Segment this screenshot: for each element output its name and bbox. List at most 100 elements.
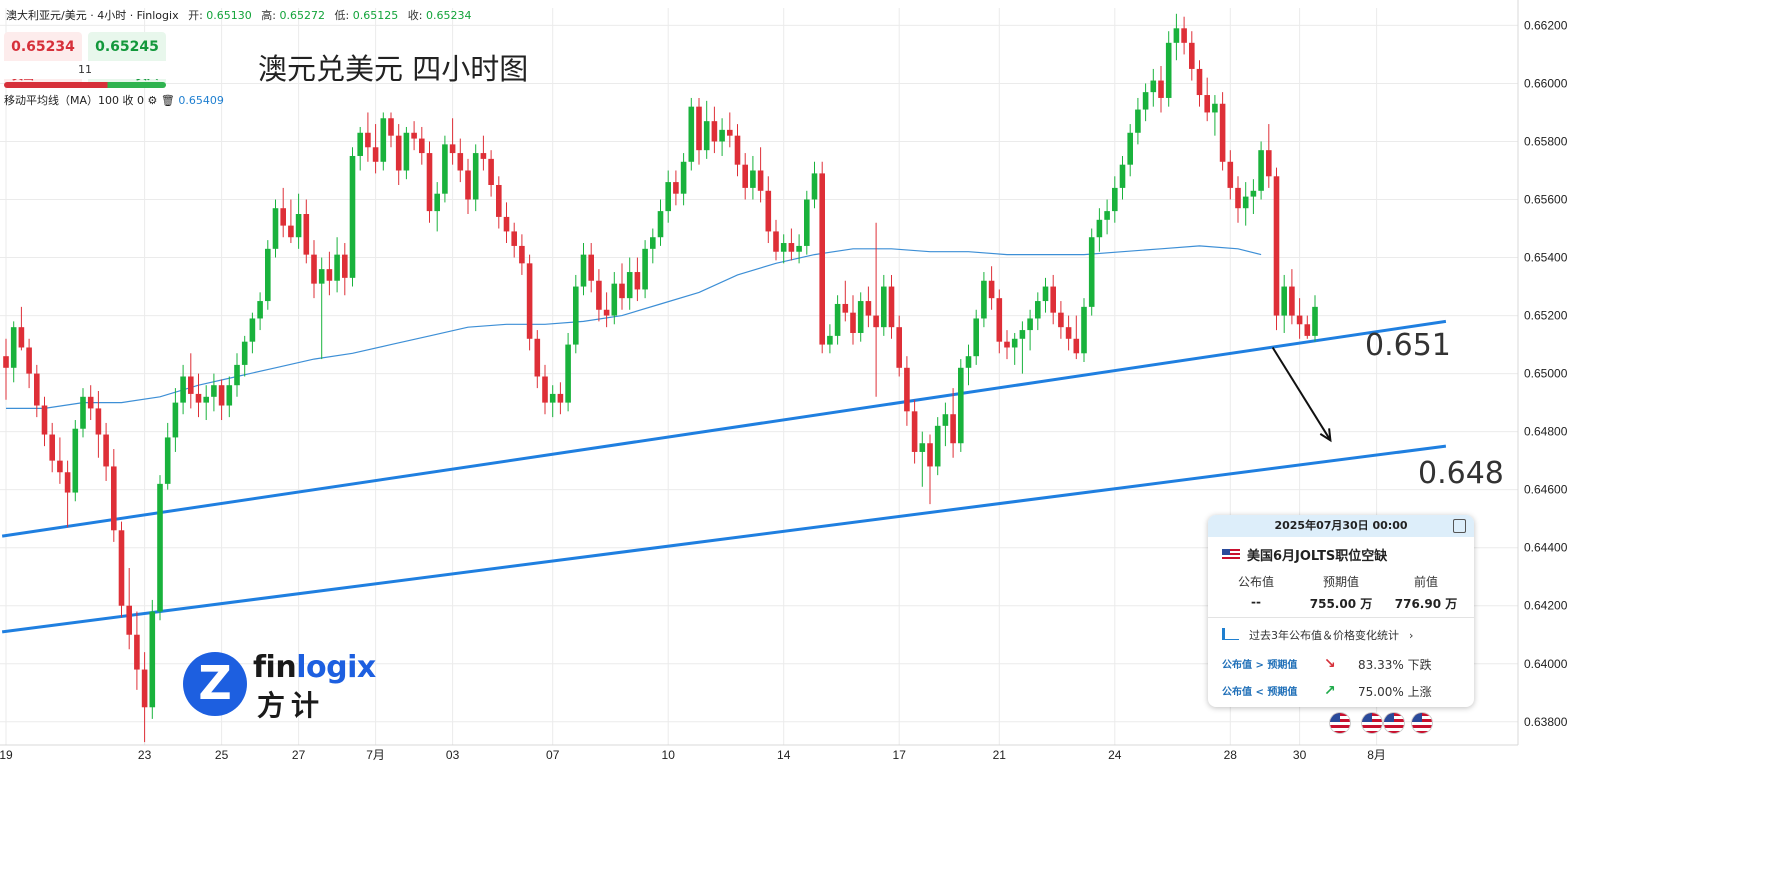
finlogix-logo: Z finlogix 方计 <box>183 650 403 722</box>
candle <box>1204 77 1210 122</box>
candle <box>57 437 63 484</box>
delete-icon[interactable]: 🗑 <box>160 94 179 107</box>
candle-body <box>526 263 533 339</box>
candle-body <box>349 155 356 278</box>
candle-body <box>1142 92 1149 110</box>
candle-body <box>965 356 972 368</box>
high-value: 0.65272 <box>279 9 326 22</box>
candle <box>380 112 387 171</box>
candle <box>511 222 517 258</box>
candle <box>588 243 594 293</box>
candle <box>596 269 602 322</box>
candle <box>311 240 317 299</box>
candle-body <box>10 327 17 368</box>
candle <box>164 422 171 490</box>
us-flag-icon[interactable] <box>1362 713 1382 733</box>
candle <box>365 112 371 162</box>
candle-body <box>842 303 849 313</box>
candle-body <box>1158 80 1164 98</box>
candle-body <box>750 170 756 188</box>
candle <box>703 100 710 159</box>
stats-link[interactable]: 过去3年公布值＆价格变化统计 › <box>1222 627 1413 643</box>
candle-body <box>927 443 933 467</box>
y-tick-label: 0.64600 <box>1524 483 1568 497</box>
symbol-label: 澳大利亚元/美元 · 4小时 · Finlogix <box>6 9 179 22</box>
us-flag-icon[interactable] <box>1384 713 1404 733</box>
divider <box>1208 617 1474 618</box>
candle <box>295 193 302 249</box>
candle <box>557 382 564 415</box>
candle <box>126 568 132 650</box>
economic-event-card[interactable]: 2025年07月30日 00:00 美国6月JOLTS职位空缺 公布值 预期值 … <box>1208 515 1474 707</box>
candle-body <box>95 408 102 435</box>
candle-body <box>1296 315 1303 325</box>
candle <box>172 388 179 452</box>
candle-body <box>680 161 687 194</box>
candle <box>549 385 556 418</box>
candle-body <box>180 376 186 403</box>
candle-body <box>573 286 579 345</box>
candle-body <box>149 611 156 708</box>
candle <box>688 97 695 171</box>
candle <box>950 388 956 458</box>
candle <box>480 135 487 171</box>
candle <box>95 391 102 458</box>
candle-body <box>1242 196 1249 209</box>
candle-body <box>241 341 248 365</box>
candle <box>195 373 202 418</box>
us-flag-icon[interactable] <box>1330 713 1350 733</box>
candle <box>1150 68 1157 107</box>
candle <box>1119 155 1126 200</box>
event-flags <box>1330 713 1434 737</box>
candle <box>1304 315 1311 339</box>
ma-line <box>6 245 1262 409</box>
candle <box>1258 141 1264 200</box>
candle-body <box>819 173 825 345</box>
lower-level-label: 0.648 <box>1418 456 1504 491</box>
candle-body <box>1281 286 1287 316</box>
candle-body <box>288 225 294 238</box>
candle-body <box>765 190 772 232</box>
candle-body <box>472 153 479 200</box>
settings-icon[interactable]: ⚙ <box>147 94 161 107</box>
candle <box>919 431 926 487</box>
candle-body <box>673 182 679 194</box>
actual-value: -- <box>1251 595 1261 609</box>
us-flag-icon[interactable] <box>1412 713 1432 733</box>
spread-value: 11 <box>4 61 166 79</box>
y-tick-label: 0.65800 <box>1524 134 1568 148</box>
candle <box>1019 321 1026 374</box>
candle-body <box>773 231 779 252</box>
candle <box>72 420 79 502</box>
x-axis: 19 23 25 27 7月 03 07 10 14 17 21 24 28 30 8月 <box>0 744 1518 762</box>
candle <box>657 199 664 246</box>
candle <box>1027 309 1033 351</box>
candle <box>580 243 587 296</box>
candle <box>218 379 225 421</box>
candle <box>773 219 779 261</box>
candle-body <box>1027 318 1033 331</box>
candle-body <box>904 367 910 412</box>
candle <box>996 289 1003 354</box>
candle-body <box>1266 150 1272 177</box>
y-tick-label: 0.64200 <box>1524 599 1568 613</box>
candle <box>41 396 48 447</box>
candle <box>673 170 679 206</box>
candle-body <box>734 135 741 165</box>
candle-body <box>34 373 40 406</box>
previous-label: 前值 <box>1413 575 1438 589</box>
event-title-row: 美国6月JOLTS职位空缺 <box>1222 545 1387 564</box>
candle <box>650 228 656 264</box>
x-tick-label: 14 <box>777 748 791 762</box>
calendar-icon[interactable] <box>1453 519 1466 533</box>
candle-body <box>1119 164 1126 188</box>
candle-body <box>911 411 918 452</box>
candle-body <box>796 245 802 252</box>
candle <box>1073 315 1080 360</box>
candle-body <box>411 132 417 139</box>
candle-body <box>580 254 587 287</box>
candle <box>1273 167 1280 331</box>
candle <box>834 295 841 345</box>
candle-body <box>372 147 379 162</box>
